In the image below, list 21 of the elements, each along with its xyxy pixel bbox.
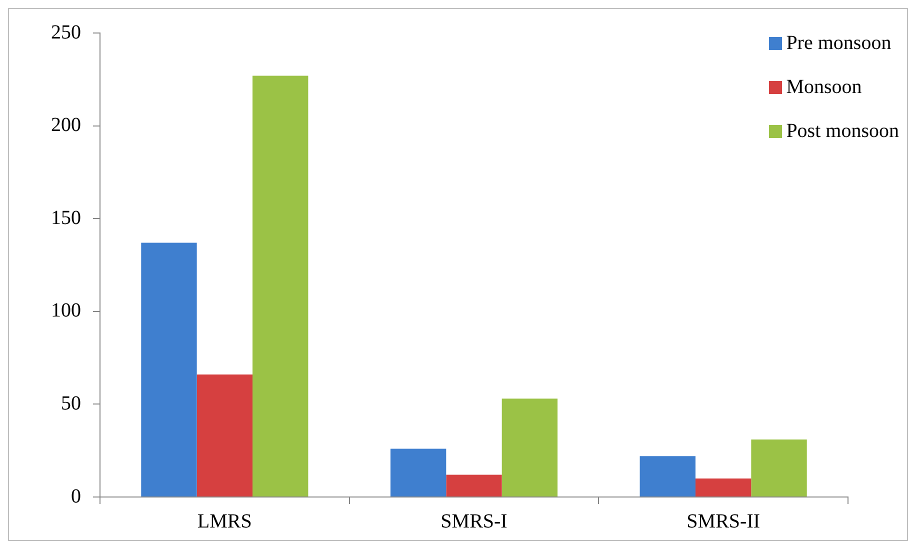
bar <box>640 456 696 496</box>
y-tick-label: 50 <box>61 392 81 414</box>
bar <box>141 242 197 496</box>
bar <box>751 439 807 496</box>
bar <box>390 448 446 496</box>
bar <box>446 474 502 496</box>
x-tick-label: SMRS-II <box>686 510 760 532</box>
y-tick-label: 0 <box>71 485 81 508</box>
legend-label: Pre monsoon <box>786 32 892 54</box>
legend-label: Monsoon <box>786 76 862 98</box>
y-tick-label: 150 <box>51 206 81 229</box>
y-tick-label: 250 <box>51 21 81 44</box>
bar <box>502 398 558 496</box>
legend-label: Post monsoon <box>786 120 899 142</box>
y-tick-label: 200 <box>51 114 81 136</box>
bar <box>695 478 752 496</box>
bar <box>196 374 253 496</box>
x-tick-label: SMRS-I <box>440 510 508 532</box>
x-tick-label: LMRS <box>197 510 252 532</box>
y-tick-label: 100 <box>51 300 81 322</box>
bar <box>252 76 308 496</box>
